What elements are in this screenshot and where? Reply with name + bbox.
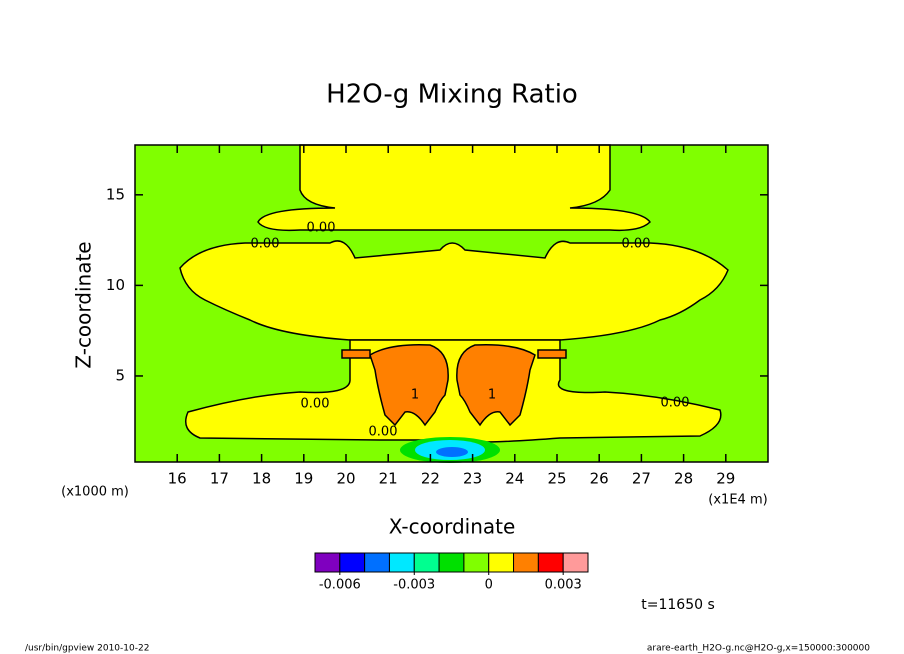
y-tick-label: 10 [106, 276, 125, 294]
contour-region [537, 349, 567, 359]
colorbar-swatch [513, 552, 539, 573]
plot-frame [134, 144, 769, 463]
contour-region [179, 240, 729, 341]
colorbar-swatch [562, 552, 589, 573]
x-axis-label: X-coordinate [389, 515, 516, 539]
contour-label: 1 [488, 388, 496, 403]
colorbar-tick-label: 0.003 [545, 578, 582, 593]
y-tick-label: 5 [115, 366, 125, 384]
contour-region [369, 343, 449, 427]
colorbar-tick-label: -0.003 [393, 578, 435, 593]
contour-label: 0.00 [251, 237, 280, 252]
y-tick-label: 15 [106, 185, 125, 203]
x-tick-label: 22 [421, 470, 440, 488]
x-tick-label: 21 [379, 470, 398, 488]
contour-region [341, 349, 371, 359]
colorbar-swatch [438, 552, 465, 573]
x-tick-label: 25 [547, 470, 566, 488]
x-tick-label: 18 [252, 470, 271, 488]
y-axis-label: Z-coordinate [72, 241, 96, 368]
x-tick-label: 24 [505, 470, 524, 488]
colorbar-swatch [413, 552, 440, 573]
colorbar-swatch [463, 552, 490, 573]
x-tick-label: 20 [336, 470, 355, 488]
colorbar-tick-label: -0.006 [319, 578, 361, 593]
contour-label: 1 [411, 388, 419, 403]
contour-label: 0.00 [661, 396, 690, 411]
x-tick-label: 29 [716, 470, 735, 488]
contour-region [185, 339, 722, 443]
footer-left: /usr/bin/gpview 2010-10-22 [25, 644, 149, 654]
x-tick-label: 28 [674, 470, 693, 488]
contour-label: 0.00 [369, 425, 398, 440]
contour-field [134, 144, 769, 463]
x-tick-label: 26 [590, 470, 609, 488]
contour-region [436, 447, 468, 457]
colorbar-swatch [488, 552, 515, 573]
footer-right: arare-earth_H2O-g.nc@H2O-g,x=150000:3000… [647, 644, 870, 654]
x-tick-label: 23 [463, 470, 482, 488]
colorbar-swatch [537, 552, 564, 573]
colorbar-tick-label: 0 [485, 578, 493, 593]
colorbar-swatch [339, 552, 366, 573]
colorbar-swatch [388, 552, 415, 573]
chart-title: H2O-g Mixing Ratio [326, 80, 578, 110]
contour-label: 0.00 [301, 397, 330, 412]
y-unit: (x1000 m) [61, 485, 129, 500]
x-tick-label: 16 [168, 470, 187, 488]
contour-label: 0.00 [307, 221, 336, 236]
x-tick-label: 19 [294, 470, 313, 488]
x-tick-label: 17 [210, 470, 229, 488]
colorbar-swatch [364, 552, 390, 573]
x-tick-label: 27 [632, 470, 651, 488]
contour-region [456, 343, 536, 427]
x-unit: (x1E4 m) [708, 493, 767, 508]
contour-label: 0.00 [622, 237, 651, 252]
contour-region [257, 144, 651, 232]
colorbar-swatch [314, 552, 341, 573]
annotation: t=11650 s [641, 597, 715, 613]
